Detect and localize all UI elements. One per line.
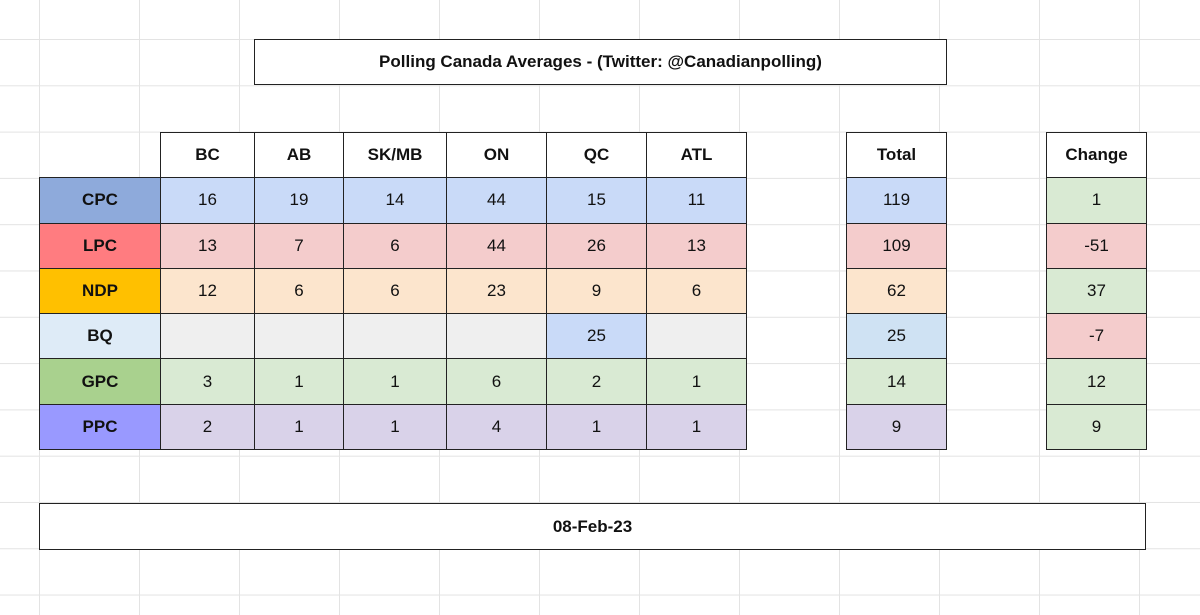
party-row-bq: BQ 25 <box>39 313 747 360</box>
corner-cell <box>39 132 161 179</box>
party-row-ndp: NDP 12 6 6 23 9 6 <box>39 267 747 315</box>
seat-cell <box>160 313 255 360</box>
party-row-cpc: CPC 16 19 14 44 15 11 <box>39 177 747 224</box>
total-header: Total <box>846 131 947 179</box>
party-label-bq: BQ <box>39 313 161 360</box>
change-cell-lpc: -51 <box>1046 222 1147 269</box>
party-label-ppc: PPC <box>39 403 161 451</box>
seat-cell: 2 <box>160 403 255 451</box>
region-header-atl: ATL <box>646 131 747 179</box>
seat-cell: 44 <box>446 177 547 224</box>
seat-cell <box>343 313 447 360</box>
change-cell-gpc: 12 <box>1046 358 1147 405</box>
seat-cell <box>446 313 547 360</box>
change-header: Change <box>1046 131 1147 179</box>
date-label: 08-Feb-23 <box>39 503 1146 550</box>
seat-cell: 1 <box>646 358 747 405</box>
seat-cell: 1 <box>343 358 447 405</box>
seat-cell: 44 <box>446 222 547 269</box>
seat-cell <box>646 313 747 360</box>
seat-cell: 6 <box>254 267 344 315</box>
party-label-cpc: CPC <box>39 177 161 224</box>
total-cell-cpc: 119 <box>846 177 947 224</box>
seat-cell: 1 <box>254 358 344 405</box>
seat-cell: 6 <box>446 358 547 405</box>
seat-cell: 25 <box>546 313 647 360</box>
seat-cell: 26 <box>546 222 647 269</box>
seat-cell: 14 <box>343 177 447 224</box>
seat-cell: 2 <box>546 358 647 405</box>
total-cell-lpc: 109 <box>846 222 947 269</box>
seat-cell: 1 <box>343 403 447 451</box>
seat-projection-table: BC AB SK/MB ON QC ATL CPC 16 19 14 44 15… <box>39 131 747 451</box>
region-header-row: BC AB SK/MB ON QC ATL <box>39 131 747 179</box>
seat-cell: 6 <box>646 267 747 315</box>
total-cell-gpc: 14 <box>846 358 947 405</box>
total-cell-ndp: 62 <box>846 267 947 315</box>
change-cell-ndp: 37 <box>1046 267 1147 315</box>
total-seats-table: Total 119 109 62 25 14 9 <box>846 131 947 451</box>
total-cell-bq: 25 <box>846 313 947 360</box>
region-header-ab: AB <box>254 131 344 179</box>
seat-cell: 6 <box>343 267 447 315</box>
seat-cell: 1 <box>254 403 344 451</box>
seat-cell: 6 <box>343 222 447 269</box>
seat-cell: 13 <box>160 222 255 269</box>
change-cell-ppc: 9 <box>1046 403 1147 451</box>
party-row-gpc: GPC 3 1 1 6 2 1 <box>39 358 747 405</box>
chart-title: Polling Canada Averages - (Twitter: @Can… <box>254 39 947 85</box>
seat-cell: 1 <box>646 403 747 451</box>
change-cell-cpc: 1 <box>1046 177 1147 224</box>
region-header-qc: QC <box>546 131 647 179</box>
seat-cell: 23 <box>446 267 547 315</box>
seat-cell: 12 <box>160 267 255 315</box>
party-row-lpc: LPC 13 7 6 44 26 13 <box>39 222 747 269</box>
party-label-lpc: LPC <box>39 222 161 269</box>
party-label-ndp: NDP <box>39 267 161 315</box>
seat-cell: 11 <box>646 177 747 224</box>
change-cell-bq: -7 <box>1046 313 1147 360</box>
seat-cell: 13 <box>646 222 747 269</box>
seat-cell: 4 <box>446 403 547 451</box>
seat-cell: 1 <box>546 403 647 451</box>
party-row-ppc: PPC 2 1 1 4 1 1 <box>39 403 747 451</box>
party-label-gpc: GPC <box>39 358 161 405</box>
seat-cell: 19 <box>254 177 344 224</box>
total-cell-ppc: 9 <box>846 403 947 451</box>
seat-cell: 15 <box>546 177 647 224</box>
region-header-skmb: SK/MB <box>343 131 447 179</box>
seat-cell: 9 <box>546 267 647 315</box>
seat-cell: 16 <box>160 177 255 224</box>
seat-cell <box>254 313 344 360</box>
seat-change-table: Change 1 -51 37 -7 12 9 <box>1046 131 1147 451</box>
seat-cell: 7 <box>254 222 344 269</box>
region-header-bc: BC <box>160 131 255 179</box>
seat-cell: 3 <box>160 358 255 405</box>
region-header-on: ON <box>446 131 547 179</box>
